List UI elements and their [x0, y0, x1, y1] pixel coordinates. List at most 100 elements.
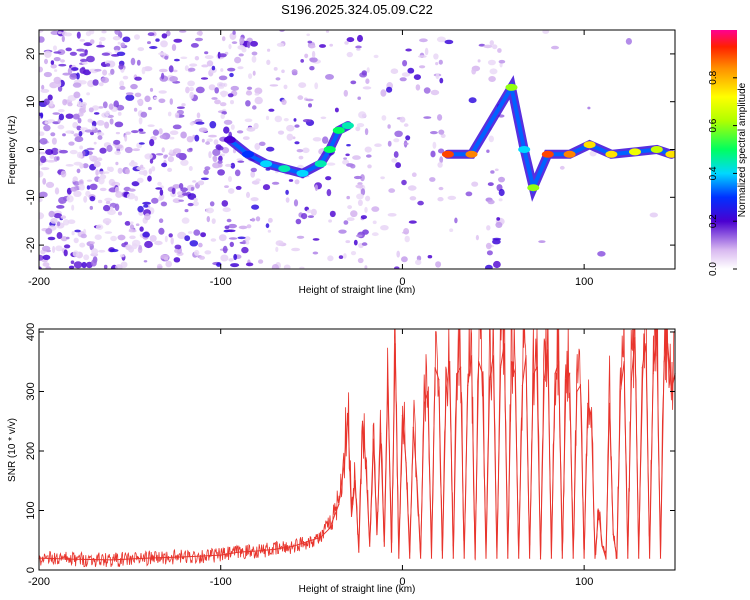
snr-point — [652, 373, 654, 375]
spectrogram-speckle — [488, 135, 494, 143]
spectrogram-speckle — [69, 51, 77, 56]
spectrogram-speckle — [246, 191, 250, 198]
spectrogram-speckle — [172, 69, 178, 73]
snr-point — [532, 373, 534, 375]
snr-point — [663, 361, 665, 363]
spectrogram-speckle — [403, 142, 409, 146]
spectrogram-speckle — [172, 198, 181, 204]
snr-point — [572, 557, 574, 559]
spectrogram-y-tick-label: -10 — [25, 189, 37, 205]
spectrogram-speckle — [98, 82, 104, 87]
spectrogram-speckle — [167, 156, 174, 163]
spectrogram-speckle — [176, 106, 185, 109]
spectrogram-speckle — [158, 128, 163, 135]
colorbar-tick-label: 0.6 — [708, 118, 719, 132]
spectrogram-speckle — [188, 231, 193, 234]
spectrogram-speckle — [60, 236, 68, 242]
spectrogram-speckle — [589, 150, 597, 157]
spectrogram-speckle — [71, 204, 75, 211]
spectrogram-speckle — [66, 236, 70, 240]
spectrogram-speckle — [403, 228, 410, 235]
spectrogram-speckle — [134, 92, 142, 98]
spectrogram-content — [39, 30, 675, 269]
spectrogram-speckle — [188, 67, 196, 72]
snr-point — [550, 557, 553, 559]
spectrogram-speckle — [217, 169, 226, 176]
snr-point — [394, 343, 396, 345]
spectrogram-y-tick-label: 20 — [25, 48, 37, 60]
spectrogram-speckle — [39, 191, 48, 198]
spectrogram-speckle — [158, 68, 168, 73]
spectrogram-speckle — [394, 266, 400, 269]
spectrogram-speckle — [242, 240, 246, 245]
spectrogram-speckle — [92, 105, 99, 111]
spectrogram-speckle — [380, 89, 387, 97]
spectrogram-speckle — [40, 112, 44, 119]
spectrogram-speckle — [237, 160, 245, 163]
spectrogram-speckle — [119, 254, 125, 258]
spectrogram-speckle — [96, 132, 105, 137]
snr-y-tick-label: 100 — [25, 501, 37, 519]
spectrogram-speckle — [471, 181, 479, 187]
spectrogram-speckle — [128, 229, 137, 233]
spectrogram-speckle — [253, 122, 259, 130]
spectrogram-track-peak — [323, 146, 336, 153]
spectrogram-speckle — [39, 66, 43, 73]
spectrogram-track-peak — [583, 141, 596, 149]
spectrogram-speckle — [395, 162, 401, 169]
spectrogram-speckle — [104, 197, 113, 202]
spectrogram-speckle — [63, 249, 68, 257]
spectrogram-speckle — [41, 245, 51, 252]
spectrogram-speckle — [161, 72, 165, 80]
spectrogram-speckle — [41, 84, 45, 90]
snr-point — [412, 426, 414, 428]
spectrogram-speckle — [110, 235, 117, 242]
spectrogram-speckle — [45, 228, 53, 235]
spectrogram-speckle — [129, 221, 134, 225]
spectrogram-speckle — [300, 59, 305, 63]
spectrogram-speckle — [60, 59, 65, 63]
spectrogram-speckle — [217, 145, 224, 151]
spectrogram-speckle — [221, 36, 226, 42]
spectrogram-speckle — [221, 147, 230, 154]
spectrogram-speckle — [222, 245, 228, 254]
spectrogram-speckle — [160, 254, 169, 260]
snr-point — [500, 367, 502, 369]
snr-point — [579, 384, 582, 387]
snr-point — [358, 551, 360, 553]
spectrogram-speckle — [56, 232, 63, 239]
spectrogram-speckle — [117, 234, 126, 241]
spectrogram-track-peak — [314, 160, 327, 168]
spectrogram-speckle — [73, 190, 82, 197]
spectrogram-speckle — [79, 145, 83, 150]
spectrogram-speckle — [144, 95, 151, 103]
spectrogram-speckle — [138, 245, 142, 250]
spectrogram-speckle — [174, 248, 180, 253]
spectrogram-speckle — [73, 181, 80, 186]
spectrogram-speckle — [254, 142, 261, 151]
spectrogram-speckle — [625, 38, 633, 45]
spectrogram-speckle — [50, 132, 56, 137]
spectrogram-speckle — [357, 96, 362, 100]
spectrogram-y-tick-label: -20 — [25, 237, 37, 253]
spectrogram-speckle — [65, 47, 72, 52]
spectrogram-speckle — [486, 250, 493, 256]
spectrogram-speckle — [99, 147, 107, 154]
spectrogram-speckle — [84, 49, 88, 56]
spectrogram-speckle — [393, 151, 399, 158]
spectrogram-speckle — [438, 186, 444, 191]
snr-point — [638, 557, 640, 559]
spectrogram-speckle — [189, 91, 194, 100]
snr-point — [503, 343, 505, 345]
spectrogram-speckle — [292, 136, 296, 140]
spectrogram-speckle — [245, 240, 250, 245]
spectrogram-speckle — [93, 160, 101, 168]
spectrogram-speckle — [352, 155, 361, 160]
snr-point — [423, 402, 425, 404]
spectrogram-speckle — [486, 225, 491, 231]
spectrogram-speckle — [437, 114, 443, 121]
spectrogram-speckle — [62, 99, 68, 106]
spectrogram-speckle — [206, 138, 213, 142]
spectrogram-speckle — [113, 45, 121, 52]
